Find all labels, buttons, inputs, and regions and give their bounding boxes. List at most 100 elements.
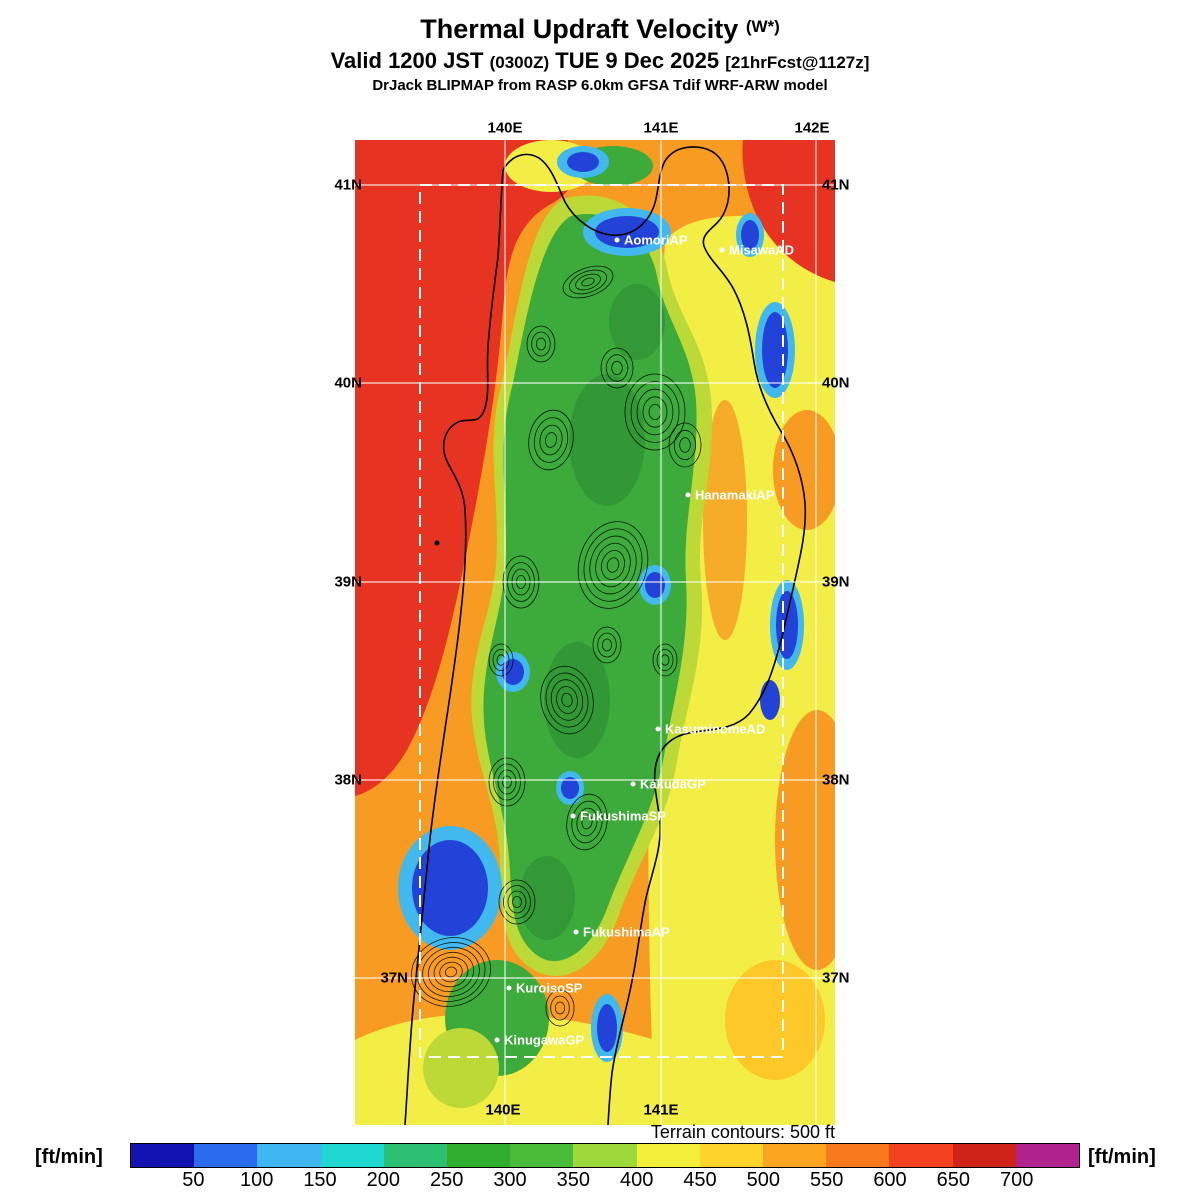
station-dot (570, 813, 576, 819)
colorbar-tick-label: 200 (366, 1169, 401, 1191)
terrain-contour (656, 648, 674, 672)
forecast-info: [21hrFcst@1127z] (725, 53, 870, 72)
colorbar-tick-label: 650 (936, 1169, 971, 1191)
colorbar-ticks: 50 100 150 200 250 300 350 400 450 500 550 600 650 70… (130, 1169, 1080, 1193)
station-dot (494, 1037, 500, 1043)
valid-line: Valid 1200 JST (0300Z) TUE 9 Dec 2025 [2… (0, 48, 1200, 76)
terrain-contour (497, 769, 517, 795)
station-dot (614, 237, 620, 243)
map-shape (741, 220, 759, 250)
terrain-contour (488, 757, 526, 807)
terrain-contour (576, 807, 598, 837)
station-label: KasuminomeAD (665, 722, 765, 737)
terrain-contour (498, 879, 536, 925)
colorbar-segment (257, 1144, 321, 1167)
terrain-contour (601, 638, 613, 652)
terrain-contour (568, 269, 608, 295)
map-shape (703, 400, 747, 640)
terrain-contour (589, 535, 637, 595)
terrain-contour (597, 632, 617, 658)
terrain-contour (493, 763, 521, 801)
terrain-contour (611, 360, 623, 376)
terrain-contour (526, 325, 556, 363)
station-dot (506, 985, 512, 991)
title-suffix: (W*) (745, 17, 780, 36)
map-shape (483, 213, 697, 962)
colorbar-segment (510, 1144, 574, 1167)
terrain-contour (600, 347, 634, 389)
map-shape (561, 777, 579, 799)
terrain-contour (545, 989, 575, 1027)
station-label: MisawaAD (729, 243, 794, 258)
valid-zulu: (0300Z) (489, 53, 550, 72)
colorbar-tick-label: 150 (303, 1169, 337, 1191)
terrain-contour (624, 373, 686, 451)
terrain-contour (502, 775, 512, 789)
terrain-contour (673, 429, 697, 461)
station-dot (655, 726, 661, 732)
map-shape (412, 840, 488, 936)
station-dot (573, 929, 579, 935)
colorbar-tick-label: 400 (619, 1169, 654, 1191)
model-domain-box (419, 184, 784, 1058)
station-dot (719, 247, 725, 253)
station-label: AomoriAP (624, 233, 688, 248)
map-shape (762, 312, 788, 388)
map-shape (776, 591, 798, 659)
valid-date: TUE 9 Dec 2025 (555, 48, 720, 73)
colorbar-tick-label: 350 (556, 1169, 591, 1191)
map-shape (355, 140, 577, 796)
map-shape (609, 284, 665, 360)
terrain-contour (605, 354, 629, 382)
map-shape (597, 1004, 617, 1052)
title-text: Thermal Updraft Velocity (420, 14, 739, 44)
colorbar-tick-label: 50 (182, 1169, 205, 1191)
terrain-contour (550, 995, 570, 1021)
terrain-contour (577, 521, 649, 609)
map-shape (404, 146, 807, 1125)
station-label: FukushimaSP (580, 809, 666, 824)
colorbar-segment (447, 1144, 511, 1167)
terrain-contour (416, 942, 486, 1002)
colorbar-segment (826, 1144, 890, 1167)
terrain-contour (410, 937, 492, 1007)
terrain-contour (581, 814, 593, 830)
colorbar-segment (1015, 1144, 1080, 1167)
terrain-contour (556, 686, 578, 714)
terrain-contour (545, 432, 557, 448)
terrain-contour (422, 946, 480, 998)
valid-prefix: Valid 1200 JST (330, 48, 484, 73)
colorbar-tick-label: 500 (746, 1169, 781, 1191)
grid-label: 140E (487, 119, 523, 137)
terrain-contour (488, 643, 514, 677)
colorbar-tick-label: 550 (809, 1169, 844, 1191)
terrain-contour (507, 890, 527, 914)
colorbar-segment (763, 1144, 827, 1167)
colorbar-segment (699, 1144, 764, 1167)
terrain-contour (668, 422, 702, 468)
terrain-contour (571, 800, 603, 844)
colorbar-segment (573, 1144, 637, 1167)
terrain-contour (592, 626, 622, 664)
terrain-contours (410, 265, 702, 1027)
terrain-contour (652, 643, 678, 677)
terrain-contour (636, 388, 674, 436)
colorbar-segment (636, 1144, 700, 1167)
terrain-contour (601, 550, 625, 580)
colorbar-tick-label: 600 (873, 1169, 907, 1191)
colorbar-segment (194, 1144, 258, 1167)
map-shape (544, 642, 610, 758)
colorbar-segment (952, 1144, 1016, 1167)
map-shape (434, 540, 440, 546)
terrain-contour (566, 793, 608, 851)
model-line: DrJack BLIPMAP from RASP 6.0km GFSA Tdif… (372, 77, 828, 94)
colorbar-segment (131, 1144, 195, 1167)
terrain-contour (535, 337, 547, 351)
terrain-contour (642, 396, 668, 428)
map-shape (569, 374, 645, 506)
velocity-field (355, 140, 835, 1125)
colorbar-tick-label: 100 (239, 1169, 274, 1191)
terrain-contour (554, 1001, 566, 1015)
colorbar-unit-right: [ft/min] (1088, 1146, 1156, 1168)
header: Thermal Updraft Velocity (W*) Valid 1200… (0, 12, 1200, 95)
